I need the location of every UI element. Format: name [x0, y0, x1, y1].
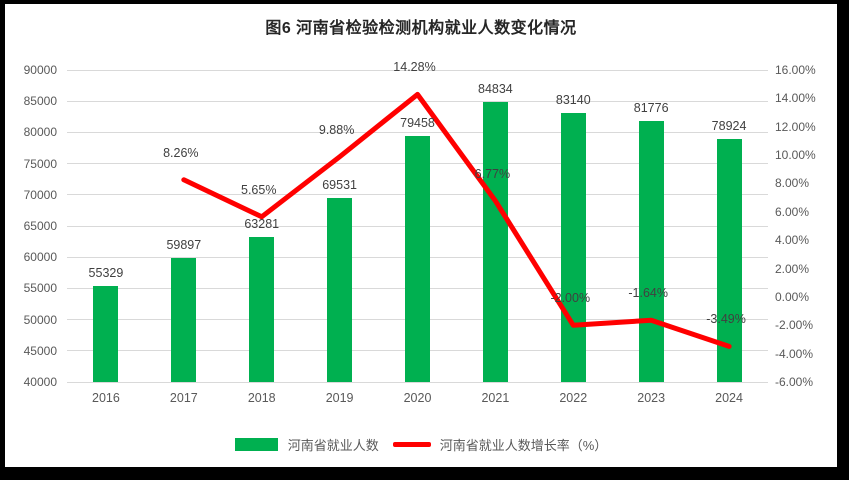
x-axis-label: 2022: [559, 391, 588, 405]
legend-bar-swatch-icon: [234, 438, 278, 451]
left-axis-tick: 70000: [23, 187, 57, 202]
right-axis-tick: -6.00%: [775, 375, 814, 389]
bar-2021: [482, 102, 508, 382]
x-axis-label: 2016: [92, 391, 120, 405]
left-axis-tick: 60000: [23, 250, 57, 265]
left-axis-tick: 90000: [23, 63, 57, 77]
bar-2018: [249, 236, 275, 382]
right-axis-tick: 8.00%: [775, 176, 810, 191]
x-axis-label: 2019: [325, 391, 354, 405]
bar-2024: [716, 139, 742, 382]
gridline: [67, 69, 768, 71]
bar-2017: [171, 257, 197, 382]
right-axis-tick: 12.00%: [775, 119, 816, 134]
x-axis-label: 2024: [715, 391, 743, 405]
growth-point-label: -3.49%: [706, 312, 746, 327]
growth-point-label: 8.26%: [163, 145, 199, 160]
growth-point-label: 6.77%: [474, 166, 511, 181]
left-axis-tick: 40000: [23, 375, 57, 389]
growth-point-label: 14.28%: [393, 60, 436, 75]
legend: 河南省就业人数 河南省就业人数增长率（%）: [5, 435, 837, 454]
growth-point-label: 9.88%: [318, 122, 355, 137]
bar-2020: [405, 135, 430, 382]
bar-value-label: 59897: [166, 237, 202, 252]
left-axis-tick: 75000: [23, 156, 57, 171]
bar-value-label: 63281: [244, 216, 280, 231]
x-axis-label: 2021: [481, 391, 510, 405]
bar-2022: [560, 112, 586, 382]
legend-line-label: 河南省就业人数增长率（%）: [439, 438, 608, 453]
bar-2016: [93, 286, 119, 382]
bar-2023: [638, 121, 664, 382]
right-axis-tick: 4.00%: [775, 233, 810, 248]
bar-value-label: 69531: [322, 177, 357, 192]
right-axis-tick: 16.00%: [775, 63, 816, 77]
bar-2019: [327, 197, 353, 382]
right-axis-tick: -2.00%: [775, 318, 814, 333]
growth-point-label: -1.64%: [628, 286, 668, 301]
x-axis-label: 2020: [403, 391, 432, 405]
left-axis-tick: 45000: [23, 343, 57, 358]
right-axis-tick: 6.00%: [775, 204, 810, 219]
left-axis-tick: 65000: [23, 219, 57, 233]
x-axis-label: 2023: [637, 391, 666, 405]
x-axis-label: 2017: [169, 391, 198, 405]
right-axis-tick: 10.00%: [775, 148, 816, 163]
bar-value-label: 79458: [400, 115, 435, 130]
legend-bar-label: 河南省就业人数: [287, 438, 379, 453]
chart-frame: 图6 河南省检验检测机构就业人数变化情况 90000 85000 80000 7500…: [5, 4, 837, 467]
left-axis-tick: 55000: [23, 281, 57, 296]
bar-value-label: 78924: [711, 119, 747, 134]
bar-value-label: 81776: [633, 101, 669, 116]
right-axis-tick: 0.00%: [775, 289, 810, 304]
x-axis-label: 2018: [247, 391, 276, 405]
growth-point-label: -2.00%: [550, 291, 591, 306]
right-axis-tick: 14.00%: [775, 91, 816, 106]
legend-line-swatch-icon: [392, 442, 431, 447]
chart-title: 图6 河南省检验检测机构就业人数变化情况: [265, 20, 577, 37]
left-axis-tick: 50000: [23, 312, 57, 327]
bar-value-label: 83140: [555, 92, 591, 107]
gridline: [67, 381, 768, 383]
bar-value-label: 84834: [477, 82, 513, 97]
bar-value-label: 55329: [88, 266, 124, 281]
right-axis-tick: 2.00%: [775, 261, 810, 276]
growth-point-label: 5.65%: [240, 182, 277, 197]
left-axis-tick: 80000: [23, 125, 57, 140]
right-axis-tick: -4.00%: [775, 346, 814, 361]
left-axis-tick: 85000: [23, 94, 57, 109]
